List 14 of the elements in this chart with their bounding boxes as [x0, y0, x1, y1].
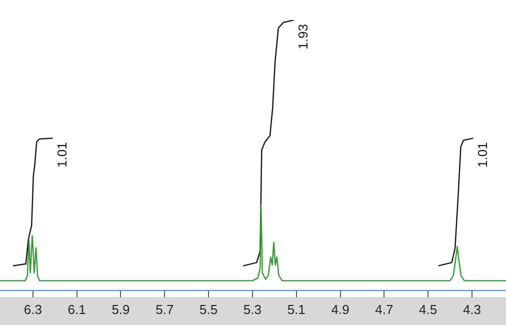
annotation: 1.93 [296, 24, 311, 50]
x-tick-label: 5.1 [287, 302, 306, 317]
annotation: 1.01 [54, 142, 70, 168]
x-tick-label: 6.3 [24, 302, 42, 317]
annotation: 1.01 [474, 142, 490, 168]
x-tick-label: 5.5 [200, 302, 218, 317]
x-tick-label: 5.3 [243, 302, 262, 317]
x-tick-label: 5.9 [112, 302, 130, 317]
x-tick-label: 6.1 [68, 302, 86, 317]
x-tick-label: 4.7 [375, 302, 394, 317]
x-tick-label: 4.5 [419, 302, 438, 317]
x-tick-label: 5.7 [156, 302, 174, 317]
x-tick-label: 4.3 [462, 302, 482, 317]
x-tick-label: 4.9 [331, 302, 350, 317]
